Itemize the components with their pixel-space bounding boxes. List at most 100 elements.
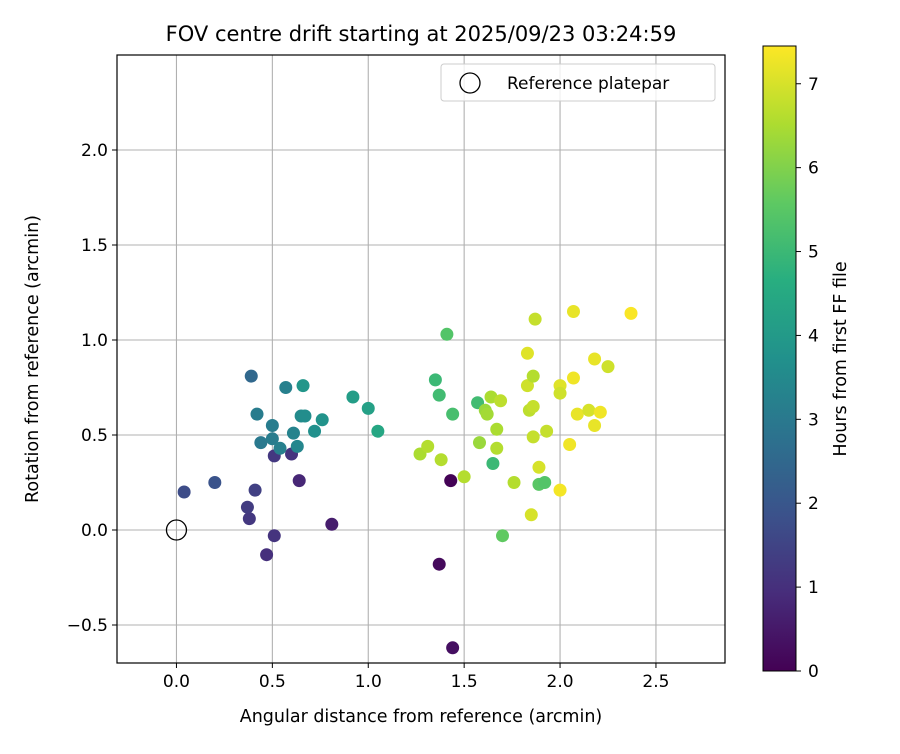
colorbar-tick-label: 7 [808,75,819,95]
data-point [177,485,191,499]
data-point [588,419,602,432]
plot-area-frame [116,54,726,664]
data-point [432,388,446,402]
x-tick-label: 2.0 [547,672,574,692]
data-point [570,407,584,421]
x-tick-label: 0.0 [163,672,190,692]
data-point [563,438,577,451]
data-point [593,405,607,419]
data-point [532,460,546,474]
data-point [553,483,567,497]
data-point [480,407,494,421]
colorbar-tick-label: 0 [808,662,819,682]
data-point [308,424,322,438]
colorbar-tick-label: 3 [808,410,819,430]
data-point [520,379,534,393]
data-point [346,390,360,404]
data-point [528,312,542,326]
data-point [298,409,312,423]
data-point [566,371,580,385]
data-point [265,432,279,446]
data-point [588,352,602,366]
data-point [325,517,339,531]
data-point [286,426,300,440]
data-point [520,346,534,360]
data-point [526,430,540,444]
data-point [446,641,460,655]
x-axis-label: Angular distance from reference (arcmin) [240,707,603,727]
data-point [472,436,486,450]
data-point [540,424,554,438]
colorbar-tick-label: 5 [808,243,819,263]
chart-title: FOV centre drift starting at 2025/09/23 … [166,22,677,46]
data-point [371,424,385,438]
legend: Reference platepar [440,63,716,102]
y-tick-label: 1.0 [81,331,108,351]
data-point [250,407,264,421]
data-point [538,476,552,489]
data-point [240,500,254,514]
data-point [290,439,304,453]
data-point [496,529,510,543]
data-point [267,529,281,543]
x-tick-label: 2.5 [642,672,669,692]
data-point [526,369,540,383]
grid-lines [117,55,725,663]
colorbar-tick-label: 2 [808,494,819,514]
data-point [526,400,540,413]
data-point [361,401,375,415]
data-point [265,419,279,432]
y-tick-label: 0.0 [81,521,108,541]
colorbar-tick-label: 6 [808,159,819,179]
colorbar-tick-label: 1 [808,578,819,598]
data-point [601,360,615,374]
legend-box [440,63,716,102]
colorbar: 0 1 2 3 4 5 6 7 Hours from first FF file [762,45,851,682]
x-tick-label: 1.0 [355,672,382,692]
data-point [248,483,262,497]
x-tick-label: 1.5 [451,672,478,692]
legend-reference-marker [459,72,481,94]
data-point [279,381,293,394]
data-point [260,548,274,562]
data-point [208,476,222,489]
data-point [486,457,500,470]
y-axis-label: Rotation from reference (arcmin) [23,215,43,503]
data-point [494,394,508,408]
colorbar-ticks: 0 1 2 3 4 5 6 7 [796,75,819,682]
data-point [428,373,442,387]
data-points [165,305,638,655]
y-tick-label: 2.0 [81,141,108,161]
y-tick-label: 1.5 [81,236,108,256]
data-point [440,327,454,341]
y-axis-ticks: −0.5 0.0 0.5 1.0 1.5 2.0 [67,141,117,636]
data-point [624,306,638,320]
data-point [457,470,471,484]
data-point [524,508,538,522]
data-point [296,379,310,393]
data-point [273,441,287,455]
x-axis-ticks: 0.0 0.5 1.0 1.5 2.0 2.5 [163,663,669,692]
data-point [434,453,448,467]
data-point [444,474,458,488]
data-point [432,557,446,571]
data-point [446,407,460,421]
y-tick-label: −0.5 [67,616,108,636]
reference-platepar-marker [165,519,188,541]
data-point [292,474,306,488]
data-point [582,403,596,417]
data-point [490,422,504,436]
data-point [242,512,256,526]
x-tick-label: 0.5 [259,672,286,692]
data-point [553,386,567,400]
data-point [315,413,329,427]
legend-entry-reference-platepar: Reference platepar [507,74,669,94]
data-point [254,436,268,450]
data-point [421,439,435,453]
data-point [244,369,258,383]
data-point [507,476,521,489]
colorbar-label: Hours from first FF file [831,261,851,456]
colorbar-tick-label: 4 [808,326,819,346]
